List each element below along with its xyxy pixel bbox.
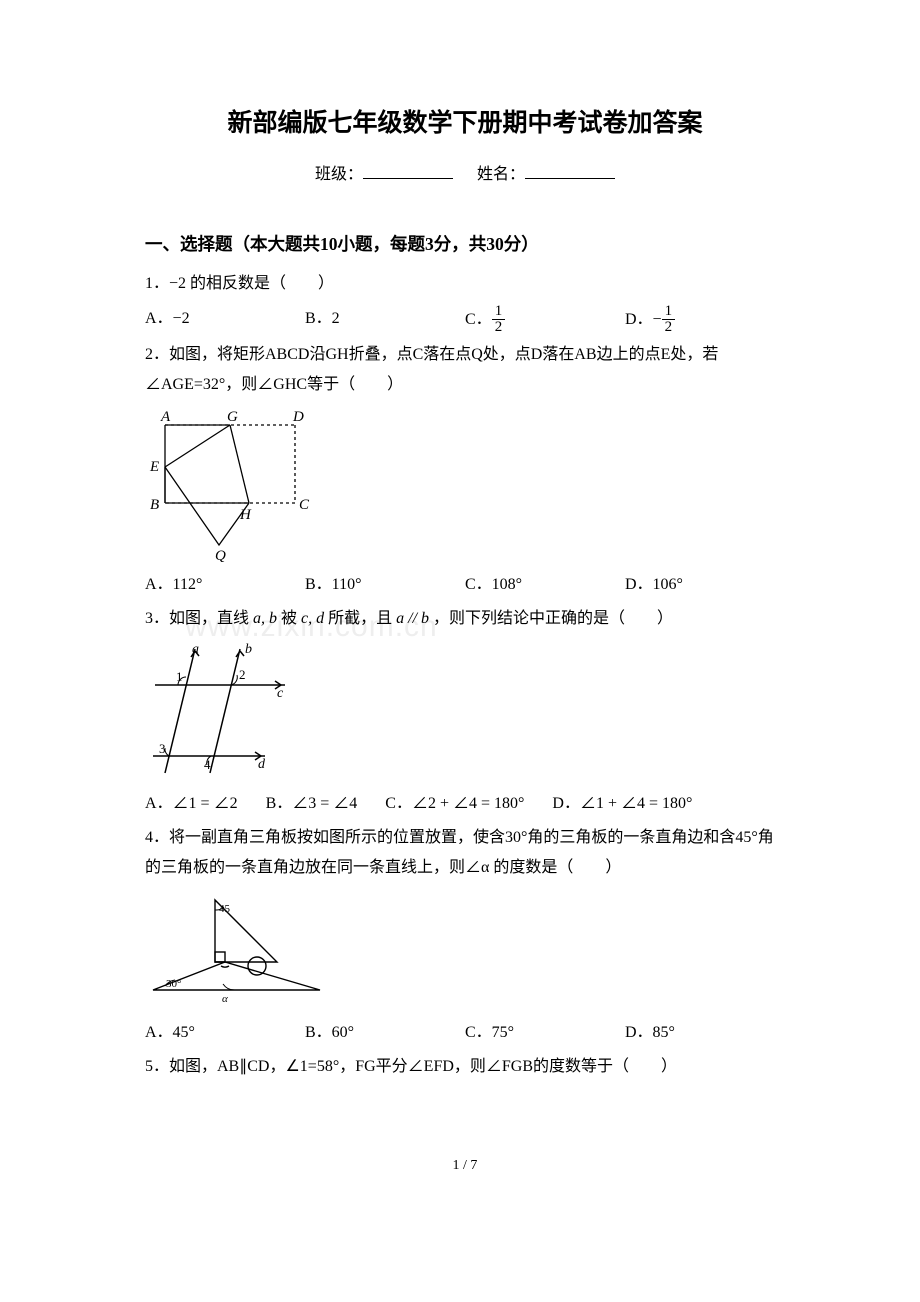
q3-opt-b: B．∠3 = ∠4: [266, 789, 358, 819]
class-label: 班级：: [315, 166, 363, 183]
q3-pre: 3．如图，直线: [145, 610, 249, 627]
q2-opt-b: B．110°: [305, 570, 465, 600]
class-blank: [363, 163, 453, 179]
svg-text:30°: 30°: [166, 978, 181, 990]
svg-text:c: c: [277, 686, 284, 701]
q3-ab: a, b: [249, 610, 281, 627]
svg-text:A: A: [160, 409, 171, 425]
q4-opt-c: C．75°: [465, 1018, 625, 1048]
q1-opt-b: B．2: [305, 304, 465, 337]
svg-text:2: 2: [239, 667, 246, 682]
svg-text:b: b: [245, 642, 252, 657]
q3-mid2: 所截，且: [328, 610, 392, 627]
info-line: 班级： 姓名：: [145, 160, 785, 190]
section-heading: 一、选择题（本大题共10小题，每题3分，共30分）: [145, 228, 785, 261]
svg-text:α: α: [222, 993, 228, 1005]
name-blank: [525, 163, 615, 179]
frac-half-icon: 12: [492, 304, 506, 337]
q1-options: A．−2 B．2 C．12 D．−12: [145, 304, 785, 337]
q2-options: A．112° B．110° C．108° D．106°: [145, 570, 785, 600]
q3-options: A．∠1 = ∠2 B．∠3 = ∠4 C．∠2 + ∠4 = 180° D．∠…: [145, 789, 785, 819]
frac-half-icon: 12: [662, 304, 676, 337]
q4-opt-a: A．45°: [145, 1018, 305, 1048]
q3-opt-c: C．∠2 + ∠4 = 180°: [385, 789, 524, 819]
q2-opt-d: D．106°: [625, 570, 785, 600]
q4-opt-d: D．85°: [625, 1018, 785, 1048]
svg-text:1: 1: [176, 669, 183, 684]
q1-opt-c: C．12: [465, 304, 625, 337]
svg-text:a: a: [192, 642, 199, 657]
svg-text:E: E: [149, 459, 159, 475]
svg-text:G: G: [227, 409, 238, 425]
q3-cd: c, d: [297, 610, 328, 627]
q3-par: a // b: [392, 610, 433, 627]
question-1: 1．−2 的相反数是（ ）: [145, 269, 785, 299]
q3-post: ，则下列结论中正确的是（ ）: [433, 610, 673, 627]
figure-q2: A G D E B H C Q: [145, 407, 785, 562]
question-5: 5．如图，AB∥CD，∠1=58°，FG平分∠EFD，则∠FGB的度数等于（ ）: [145, 1052, 785, 1082]
page-number: 1 / 7: [145, 1153, 785, 1180]
page-title: 新部编版七年级数学下册期中考试卷加答案: [145, 100, 785, 148]
q4-options: A．45° B．60° C．75° D．85°: [145, 1018, 785, 1048]
q2-opt-c: C．108°: [465, 570, 625, 600]
q3-opt-a: A．∠1 = ∠2: [145, 789, 238, 819]
q3-mid: 被: [281, 610, 297, 627]
svg-text:d: d: [258, 757, 266, 772]
svg-text:B: B: [150, 497, 159, 513]
svg-text:D: D: [292, 409, 304, 425]
svg-text:45: 45: [219, 903, 231, 915]
figure-q4: 45 30° α: [145, 890, 785, 1010]
name-label: 姓名：: [477, 166, 525, 183]
svg-text:C: C: [299, 497, 310, 513]
svg-text:H: H: [239, 507, 252, 523]
q2-opt-a: A．112°: [145, 570, 305, 600]
figure-q3: a b c d 1 2 3 4: [145, 641, 785, 781]
svg-text:Q: Q: [215, 548, 226, 562]
question-3: www.zixin.com.cn 3．如图，直线 a, b 被 c, d 所截，…: [145, 604, 785, 634]
q3-opt-d: D．∠1 + ∠4 = 180°: [552, 789, 692, 819]
q1-opt-d: D．−12: [625, 304, 785, 337]
question-4: 4．将一副直角三角板按如图所示的位置放置，使含30°角的三角板的一条直角边和含4…: [145, 823, 785, 884]
q4-opt-b: B．60°: [305, 1018, 465, 1048]
q1-opt-a: A．−2: [145, 304, 305, 337]
question-2: 2．如图，将矩形ABCD沿GH折叠，点C落在点Q处，点D落在AB边上的点E处，若…: [145, 340, 785, 401]
